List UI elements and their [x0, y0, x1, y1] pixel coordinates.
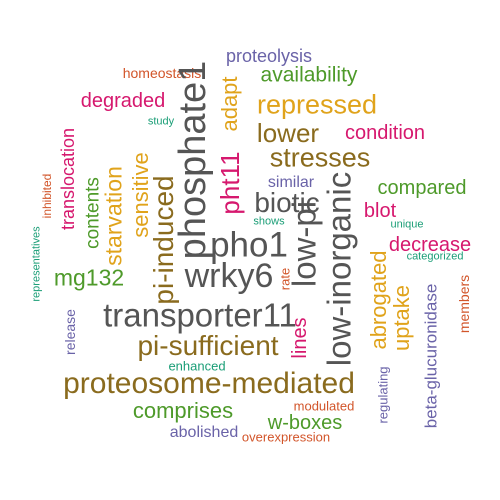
word-regulating: regulating	[375, 366, 391, 424]
word-transporter11: transporter11	[103, 296, 297, 334]
word-representatives: representatives	[30, 226, 43, 302]
word-adapt: adapt	[217, 76, 242, 132]
word-w-boxes: w-boxes	[267, 412, 343, 434]
word-lower: lower	[256, 118, 320, 148]
word-inhibited: inhibited	[40, 173, 54, 219]
word-release: release	[62, 309, 78, 355]
word-abrogated: abrogated	[366, 250, 391, 350]
word-stresses: stresses	[269, 142, 371, 173]
word-modulated: modulated	[293, 398, 355, 414]
word-members: members	[456, 274, 472, 334]
word-biotic: biotic	[254, 187, 320, 218]
word-enhanced: enhanced	[168, 358, 226, 374]
word-translocation: translocation	[58, 127, 78, 231]
word-comprises: comprises	[132, 398, 234, 423]
word-proteosome-mediated: proteosome-mediated	[63, 367, 355, 400]
word-starvation: starvation	[100, 166, 127, 266]
word-study: study	[147, 115, 175, 128]
word-homeostasis: homeostasis	[122, 65, 202, 81]
word-blot: blot	[363, 200, 397, 222]
word-similar: similar	[267, 174, 315, 191]
word-categorized: categorized	[406, 250, 464, 263]
word-pho1: pho1	[210, 225, 288, 265]
word-decrease: decrease	[388, 234, 472, 256]
word-mg132: mg132	[53, 264, 125, 291]
word-availability: availability	[260, 63, 358, 87]
word-pi-induced: pi-induced	[148, 175, 179, 305]
word-overexpression: overexpression	[241, 429, 331, 445]
word-lines: lines	[289, 317, 311, 359]
word-wrky6: wrky6	[184, 257, 274, 295]
word-phosphate1: phosphate1	[172, 60, 214, 260]
word-abolished: abolished	[169, 424, 239, 441]
word-compared: compared	[377, 177, 467, 199]
word-unique: unique	[390, 218, 424, 231]
word-degraded: degraded	[80, 90, 166, 112]
word-condition: condition	[344, 122, 426, 144]
word-rate: rate	[277, 267, 293, 291]
word-pi-sufficient: pi-sufficient	[137, 330, 279, 361]
word-low-inorganic: low-inorganic	[320, 171, 358, 367]
word-beta-glucuronidase: beta-glucuronidase	[421, 283, 441, 429]
word-shows: shows	[253, 215, 285, 228]
word-proteolysis: proteolysis	[225, 46, 313, 66]
word-pht11: pht11	[215, 151, 245, 215]
word-uptake: uptake	[389, 284, 414, 352]
word-repressed: repressed	[256, 89, 378, 120]
